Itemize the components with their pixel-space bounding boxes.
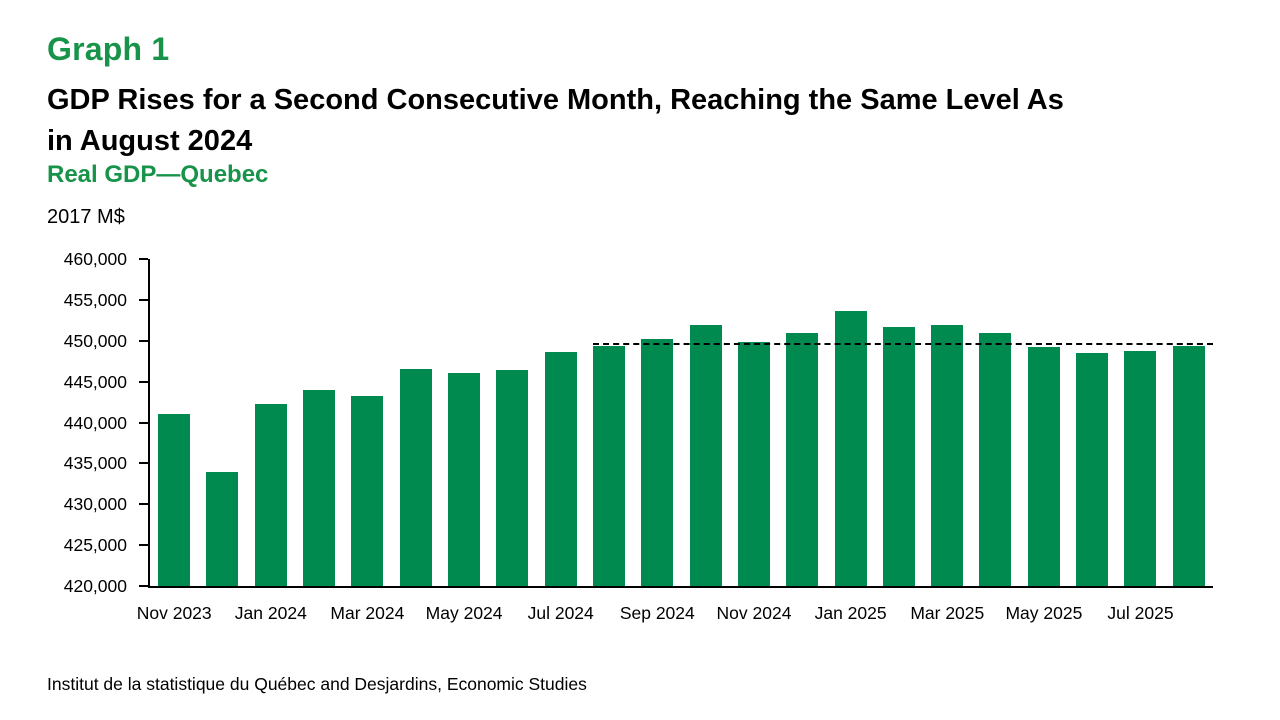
y-tick-label: 440,000 — [63, 412, 127, 433]
x-tick-label: Sep 2024 — [619, 603, 695, 623]
y-axis-unit-label: 2017 M$ — [47, 206, 125, 228]
gdp-bar-chart: 420,000 425,000 430,000 435,000 440,000 445,0… — [0, 249, 1280, 629]
x-tick-label: Nov 2024 — [716, 603, 792, 623]
y-tick-mark — [139, 544, 148, 547]
y-tick-mark — [139, 258, 148, 260]
bar-may-2024 — [448, 373, 481, 586]
y-tick-mark — [139, 298, 148, 301]
chart-title-line2: in August 2024 — [47, 125, 253, 157]
chart-title-line1: GDP Rises for a Second Consecutive Month… — [47, 84, 1064, 116]
y-tick-mark — [139, 339, 148, 342]
x-tick-label: Jan 2025 — [814, 603, 887, 623]
bar-jul-2024 — [544, 352, 577, 586]
bar-sep-2024 — [641, 339, 674, 586]
y-tick-label: 455,000 — [63, 289, 127, 310]
bar-oct-2024 — [689, 325, 722, 586]
bar-feb-2025 — [882, 326, 915, 586]
x-tick-label: May 2025 — [1005, 603, 1083, 623]
bar-may-2025 — [1027, 346, 1060, 586]
x-tick-label: Jul 2024 — [527, 603, 594, 623]
bar-jun-2024 — [496, 370, 529, 586]
x-tick-label: Jul 2025 — [1107, 603, 1174, 623]
bar-dec-2024 — [786, 332, 819, 586]
bar-aug-2025 — [1172, 345, 1205, 586]
bar-nov-2024 — [737, 341, 770, 586]
source-note: Institut de la statistique du Québec and… — [47, 674, 587, 694]
y-tick-mark — [139, 462, 148, 465]
bar-jan-2025 — [834, 310, 867, 586]
x-tick-label: Jan 2024 — [234, 603, 307, 623]
chart-title: GDP Rises for a Second Consecutive Month… — [47, 80, 1064, 162]
y-tick-label: 430,000 — [63, 494, 127, 515]
y-tick-label: 435,000 — [63, 453, 127, 474]
y-tick-label: 420,000 — [63, 576, 127, 596]
y-tick-mark — [139, 421, 148, 424]
bar-nov-2023 — [158, 413, 191, 586]
y-tick-mark — [139, 380, 148, 383]
x-tick-label: Mar 2025 — [910, 603, 985, 623]
y-tick-label: 425,000 — [63, 535, 127, 556]
y-tick-mark — [139, 585, 148, 587]
y-axis-labels: 420,000 425,000 430,000 435,000 440,000 445,0… — [0, 249, 127, 596]
bar-apr-2025 — [979, 332, 1012, 586]
x-tick-label: Nov 2023 — [136, 603, 212, 623]
bars-container — [150, 259, 1213, 586]
y-tick-label: 445,000 — [63, 371, 127, 392]
y-tick-mark — [139, 503, 148, 506]
plot-area: Nov 2023 Jan 2024 Mar 2024 May 2024 Jul 2024… — [137, 258, 1213, 623]
bar-feb-2024 — [303, 389, 336, 586]
graph-number-label: Graph 1 — [47, 31, 170, 67]
bar-jan-2024 — [254, 403, 287, 586]
bar-mar-2024 — [351, 395, 384, 586]
x-tick-label: Mar 2024 — [330, 603, 405, 623]
bar-dec-2023 — [206, 471, 239, 586]
x-tick-label: May 2024 — [425, 603, 503, 623]
bar-aug-2024 — [592, 345, 625, 586]
y-tick-label: 450,000 — [63, 330, 127, 351]
y-tick-label: 460,000 — [63, 249, 127, 269]
bar-mar-2025 — [931, 325, 964, 586]
bar-jul-2025 — [1124, 350, 1157, 586]
bar-jun-2025 — [1076, 353, 1109, 586]
bar-apr-2024 — [399, 369, 432, 586]
chart-subtitle: Real GDP—Quebec — [47, 161, 269, 188]
reference-dashed-line — [593, 343, 1213, 346]
